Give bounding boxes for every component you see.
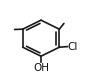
Text: Cl: Cl [68,42,78,52]
Text: OH: OH [33,62,49,73]
